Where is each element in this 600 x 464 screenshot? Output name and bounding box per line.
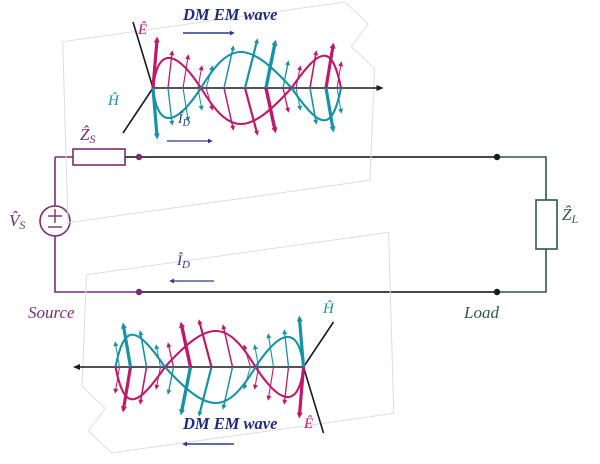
svg-text:ẐL: ẐL xyxy=(562,205,578,226)
svg-text:DM EM wave: DM EM wave xyxy=(182,5,277,24)
svg-text:Ê: Ê xyxy=(303,415,313,432)
svg-text:V̂S: V̂S xyxy=(9,211,25,232)
svg-text:ÎD: ÎD xyxy=(177,110,191,129)
svg-text:ẐS: ẐS xyxy=(80,125,95,146)
svg-text:Source: Source xyxy=(28,303,75,322)
svg-text:Ĥ: Ĥ xyxy=(107,92,120,109)
svg-text:Ê: Ê xyxy=(137,21,147,38)
svg-text:ÎD: ÎD xyxy=(176,252,190,271)
svg-text:Ĥ: Ĥ xyxy=(322,300,335,317)
svg-text:DM EM wave: DM EM wave xyxy=(182,414,277,433)
svg-text:Load: Load xyxy=(463,303,499,322)
